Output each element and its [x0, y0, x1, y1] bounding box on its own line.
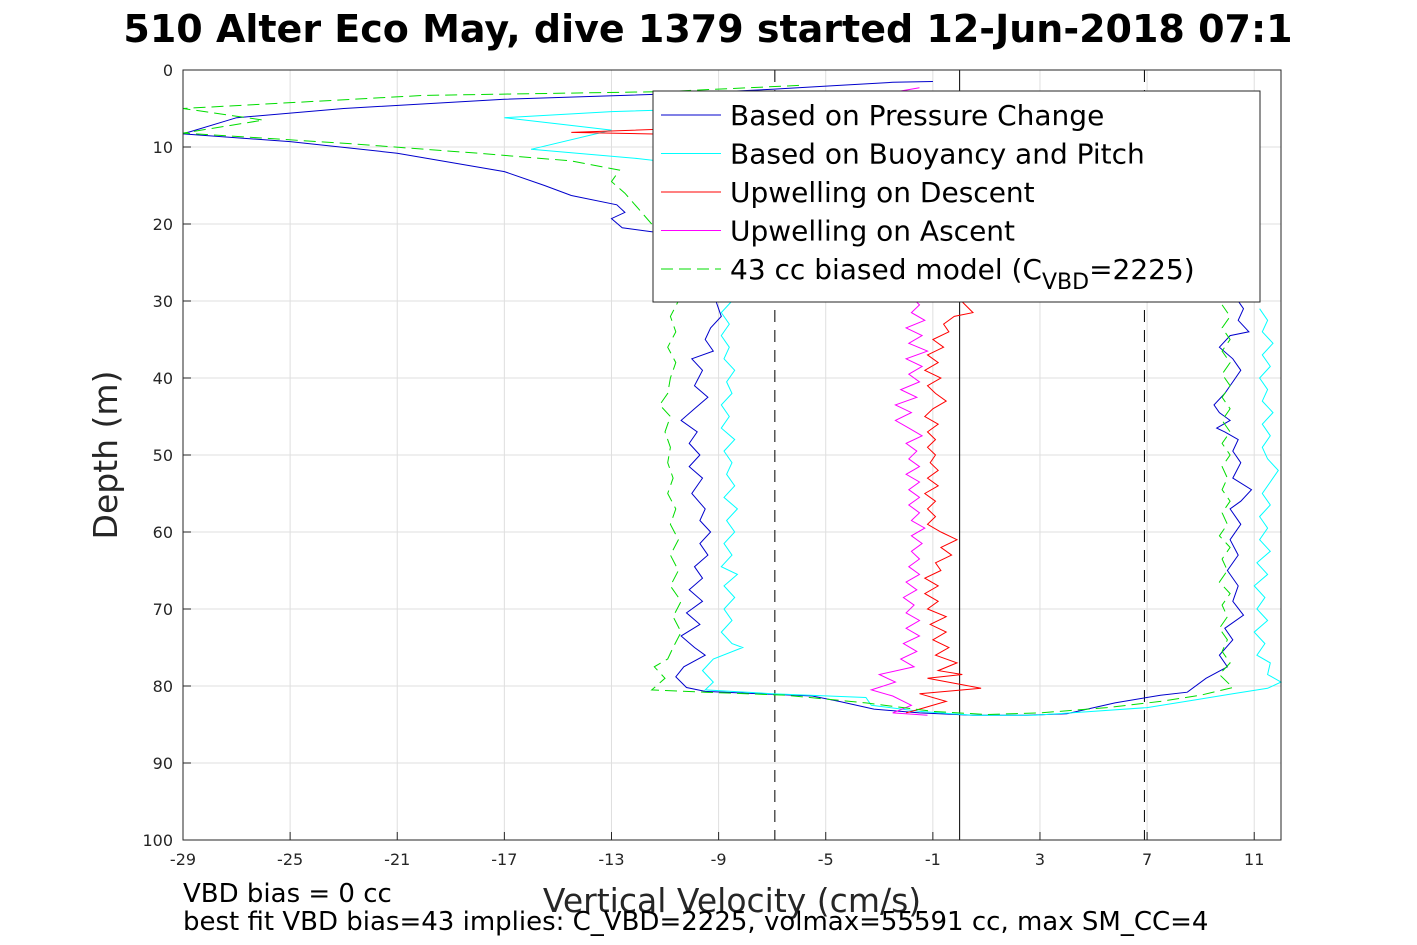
legend-text-prefix: 43 cc biased model (C — [730, 253, 1042, 286]
series-line — [571, 104, 982, 714]
series-line — [182, 81, 1253, 716]
x-ticks: -29 -25 -21 -17 -13 -9 -5 -1 3 7 11 — [170, 832, 1264, 869]
x-tick-label: -17 — [491, 850, 517, 869]
x-tick-label: 3 — [1035, 850, 1045, 869]
legend-entry: Upwelling on Ascent — [730, 215, 1015, 248]
legend-text-subscript: VBD — [1042, 270, 1089, 295]
x-tick-label: -25 — [277, 850, 303, 869]
y-tick-label: 60 — [153, 523, 173, 542]
x-tick-label: 11 — [1244, 850, 1264, 869]
y-tick-label: 10 — [153, 138, 173, 157]
annotation-best-fit: best fit VBD bias=43 implies: C_VBD=2225… — [183, 907, 1208, 937]
y-tick-label: 100 — [142, 831, 173, 850]
y-ticks: 0 10 20 30 40 50 60 70 80 90 100 — [142, 61, 191, 850]
y-tick-label: 70 — [153, 600, 173, 619]
legend: Based on Pressure Change Based on Buoyanc… — [652, 90, 1261, 303]
x-tick-label: -9 — [711, 850, 727, 869]
x-tick-label: -21 — [384, 850, 410, 869]
x-tick-label: -5 — [818, 850, 834, 869]
x-tick-label: 7 — [1142, 850, 1152, 869]
y-tick-label: 90 — [153, 754, 173, 773]
y-tick-label: 20 — [153, 215, 173, 234]
x-tick-label: -13 — [598, 850, 624, 869]
series-line — [717, 87, 929, 716]
x-tick-label: -1 — [925, 850, 941, 869]
legend-entry: 43 cc biased model (CVBD=2225) — [730, 253, 1195, 295]
y-axis-label: Depth (m) — [86, 371, 125, 540]
x-axis-label: Vertical Velocity (cm/s) — [543, 881, 921, 920]
legend-entry: Upwelling on Descent — [730, 176, 1035, 209]
legend-entry: Based on Pressure Change — [730, 99, 1104, 132]
y-tick-label: 0 — [163, 61, 173, 80]
legend-entry: Based on Buoyancy and Pitch — [730, 138, 1145, 171]
y-tick-label: 40 — [153, 369, 173, 388]
legend-box — [652, 90, 1261, 303]
legend-text-suffix: =2225) — [1089, 253, 1195, 286]
annotation-vbd-bias: VBD bias = 0 cc — [183, 879, 392, 909]
y-tick-label: 80 — [153, 677, 173, 696]
x-tick-label: -29 — [170, 850, 196, 869]
chart-title: 510 Alter Eco May, dive 1379 started 12-… — [123, 7, 1292, 51]
y-tick-label: 30 — [153, 292, 173, 311]
y-tick-label: 50 — [153, 446, 173, 465]
